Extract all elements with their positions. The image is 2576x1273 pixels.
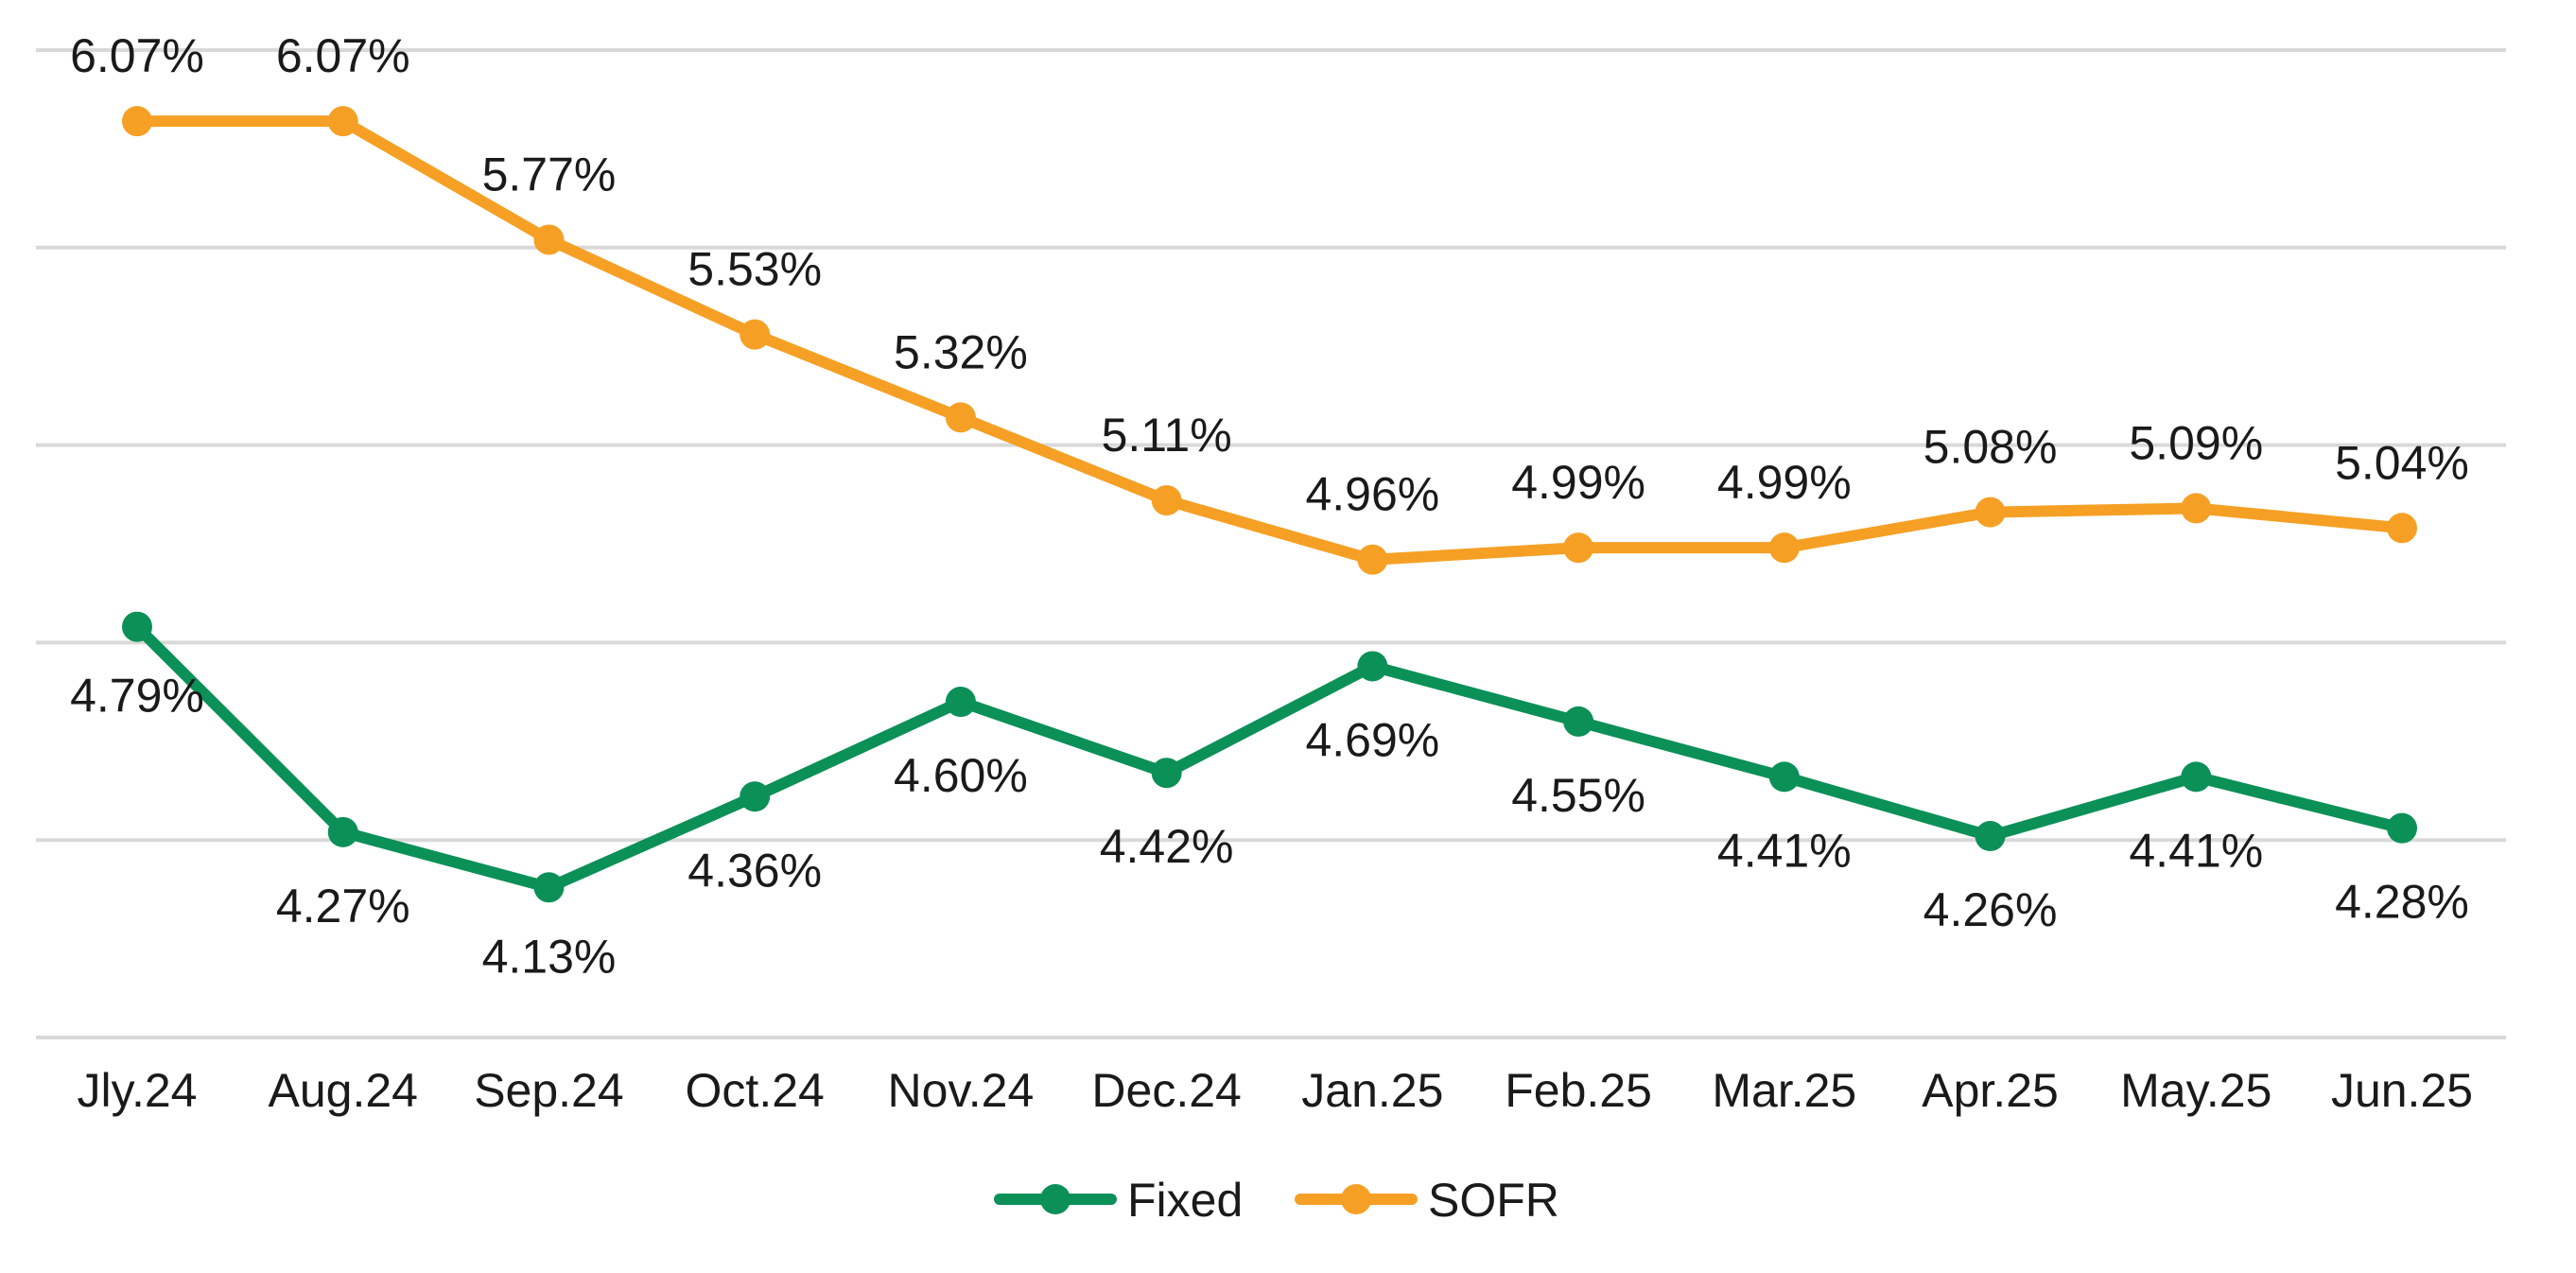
data-point-fixed <box>1357 651 1388 682</box>
data-label-fixed: 4.41% <box>2129 824 2263 877</box>
data-point-sofr <box>1768 532 1800 564</box>
x-tick-label: Mar.25 <box>1712 1064 1856 1117</box>
data-point-sofr <box>1975 497 2006 528</box>
data-label-fixed: 4.27% <box>276 880 410 933</box>
data-point-sofr <box>2181 493 2212 524</box>
x-tick-label: Apr.25 <box>1922 1064 2059 1117</box>
data-point-fixed <box>533 872 565 903</box>
data-labels: 4.79% 4.27% 4.13% 4.36% 4.60% 4.42% 4.69% 4.55%… <box>70 29 2469 983</box>
data-label-fixed: 4.26% <box>1923 883 2058 936</box>
x-tick-label: Nov.24 <box>888 1064 1035 1117</box>
data-point-fixed <box>1563 706 1594 737</box>
gridlines <box>36 48 2506 1039</box>
x-tick-label: Jan.25 <box>1301 1064 1443 1117</box>
data-label-fixed: 4.60% <box>894 749 1028 802</box>
series-fixed <box>122 611 2417 903</box>
x-tick-label: Aug.24 <box>268 1064 417 1117</box>
data-label-fixed: 4.69% <box>1305 713 1439 766</box>
data-label-sofr: 5.32% <box>894 325 1028 378</box>
data-label-sofr: 5.53% <box>688 243 822 296</box>
legend-label-fixed: Fixed <box>1127 1174 1243 1227</box>
data-label-fixed: 4.36% <box>688 844 822 897</box>
data-label-sofr: 5.04% <box>2335 436 2469 489</box>
data-point-fixed <box>2387 812 2417 844</box>
data-label-sofr: 4.99% <box>1717 456 1852 509</box>
series-line-sofr <box>131 115 2408 566</box>
legend-marker-fixed <box>1040 1184 1070 1214</box>
data-label-fixed: 4.28% <box>2335 876 2469 929</box>
series-line-fixed <box>131 620 2408 894</box>
x-tick-label: May.25 <box>2120 1064 2271 1117</box>
data-point-fixed <box>945 687 976 718</box>
data-point-fixed <box>327 816 358 847</box>
data-point-sofr <box>327 106 358 137</box>
x-tick-label: Sep.24 <box>474 1064 623 1117</box>
x-tick-label: Jly.24 <box>78 1064 198 1117</box>
data-label-sofr: 6.07% <box>70 29 204 82</box>
x-tick-label: Feb.25 <box>1505 1064 1652 1117</box>
data-label-fixed: 4.42% <box>1100 820 1234 873</box>
data-point-fixed <box>1975 821 2006 852</box>
data-point-fixed <box>1768 761 1800 793</box>
data-label-sofr: 5.09% <box>2129 416 2263 469</box>
data-point-sofr <box>945 402 976 433</box>
legend-label-sofr: SOFR <box>1428 1174 1559 1227</box>
data-label-sofr: 5.77% <box>482 148 617 201</box>
data-label-sofr: 5.08% <box>1923 421 2058 474</box>
data-point-sofr <box>1563 532 1594 564</box>
x-tick-label: Oct.24 <box>686 1064 825 1117</box>
data-label-sofr: 5.11% <box>1102 409 1232 462</box>
data-label-sofr: 4.99% <box>1511 456 1645 509</box>
data-label-fixed: 4.79% <box>70 670 204 723</box>
data-label-sofr: 6.07% <box>276 29 410 82</box>
legend: Fixed SOFR <box>994 1174 1559 1227</box>
data-point-fixed <box>1151 758 1182 789</box>
legend-item-sofr: SOFR <box>1295 1174 1559 1227</box>
data-point-fixed <box>2181 761 2212 793</box>
series-sofr <box>122 106 2417 575</box>
data-point-sofr <box>533 224 565 255</box>
series-lines <box>122 106 2417 903</box>
data-point-sofr <box>1151 485 1182 516</box>
data-point-fixed <box>740 781 771 812</box>
data-label-sofr: 4.96% <box>1305 468 1439 521</box>
x-axis-ticks: Jly.24 Aug.24 Sep.24 Oct.24 Nov.24 Dec.24 Jan.… <box>78 1064 2474 1117</box>
data-point-fixed <box>122 611 152 642</box>
data-point-sofr <box>122 106 152 137</box>
data-point-sofr <box>2387 513 2417 544</box>
data-label-fixed: 4.41% <box>1717 824 1852 877</box>
legend-item-fixed: Fixed <box>994 1174 1243 1227</box>
data-point-sofr <box>740 319 771 350</box>
data-label-fixed: 4.13% <box>482 930 617 983</box>
data-label-fixed: 4.55% <box>1511 769 1645 822</box>
data-point-sofr <box>1357 544 1388 575</box>
x-tick-label: Jun.25 <box>2331 1064 2473 1117</box>
x-tick-label: Dec.24 <box>1091 1064 1241 1117</box>
legend-marker-sofr <box>1341 1184 1371 1214</box>
